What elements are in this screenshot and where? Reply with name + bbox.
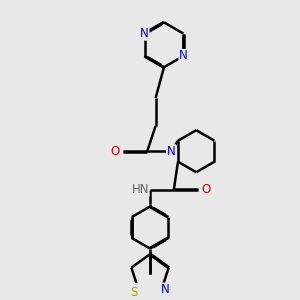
Text: HN: HN — [131, 183, 149, 196]
Text: N: N — [179, 50, 188, 62]
Text: N: N — [140, 27, 149, 40]
Text: O: O — [110, 145, 120, 158]
Text: N: N — [167, 145, 176, 158]
Text: S: S — [130, 286, 138, 299]
Text: O: O — [201, 183, 211, 196]
Text: N: N — [161, 283, 170, 296]
